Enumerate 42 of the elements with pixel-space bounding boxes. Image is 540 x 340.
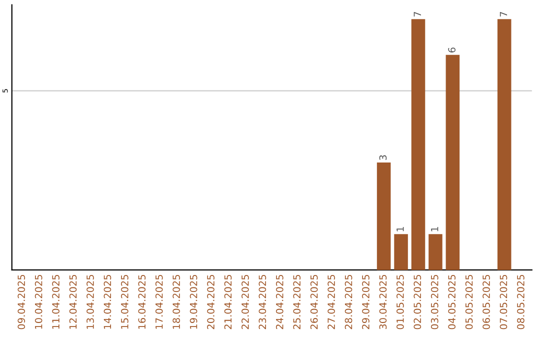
bar — [497, 19, 512, 270]
bar — [446, 54, 460, 270]
x-tick-label: 23.04.2025 — [258, 274, 266, 330]
x-tick-label: 12.04.2025 — [69, 274, 77, 329]
x-tick-label: 24.04.2025 — [276, 274, 284, 330]
x-tick-label: 10.04.2025 — [34, 274, 42, 329]
x-tick-label: 22.04.2025 — [242, 274, 249, 330]
x-tick-label: 14.04.2025 — [104, 274, 112, 329]
data-label: 7 — [414, 12, 421, 17]
data-label: 3 — [379, 155, 387, 160]
x-tick-label: 20.04.2025 — [207, 274, 214, 330]
x-tick-label: 18.04.2025 — [172, 274, 180, 329]
x-tick-label: 16.04.2025 — [138, 274, 146, 329]
bar — [428, 234, 442, 270]
x-tick-label: 04.05.2025 — [448, 274, 456, 330]
x-tick-label: 05.05.2025 — [465, 274, 473, 330]
data-label: 6 — [448, 48, 456, 52]
x-tick-label: 19.04.2025 — [190, 274, 198, 329]
x-tick-label: 06.05.2025 — [482, 274, 490, 330]
bar — [411, 19, 426, 270]
x-tick-label: 03.05.2025 — [430, 274, 438, 330]
x-tick-label: 30.04.2025 — [379, 274, 387, 330]
bar — [376, 162, 391, 270]
x-tick-label: 07.05.2025 — [500, 274, 508, 330]
x-tick-label: 09.04.2025 — [18, 274, 26, 330]
bar — [394, 234, 408, 270]
x-tick-label: 25.04.2025 — [293, 274, 301, 330]
x-tick-label: 17.04.2025 — [155, 274, 163, 329]
data-label: 1 — [431, 227, 438, 232]
x-tick-label: 28.04.2025 — [344, 274, 352, 330]
data-label: 7 — [500, 12, 508, 17]
x-tick-label: 21.04.2025 — [224, 274, 232, 330]
x-tick-label: 26.04.2025 — [310, 274, 318, 330]
x-tick-label: 01.05.2025 — [396, 274, 404, 330]
x-tick-label: 02.05.2025 — [414, 274, 422, 330]
x-tick-label: 11.04.2025 — [52, 274, 60, 329]
x-tick-label: 08.05.2025 — [517, 274, 524, 330]
x-tick-label: 27.04.2025 — [328, 274, 335, 330]
x-tick-label: 29.04.2025 — [362, 274, 370, 330]
data-label: 1 — [396, 227, 404, 232]
x-tick-label: 15.04.2025 — [120, 274, 128, 329]
x-tick-label: 13.04.2025 — [86, 274, 94, 329]
